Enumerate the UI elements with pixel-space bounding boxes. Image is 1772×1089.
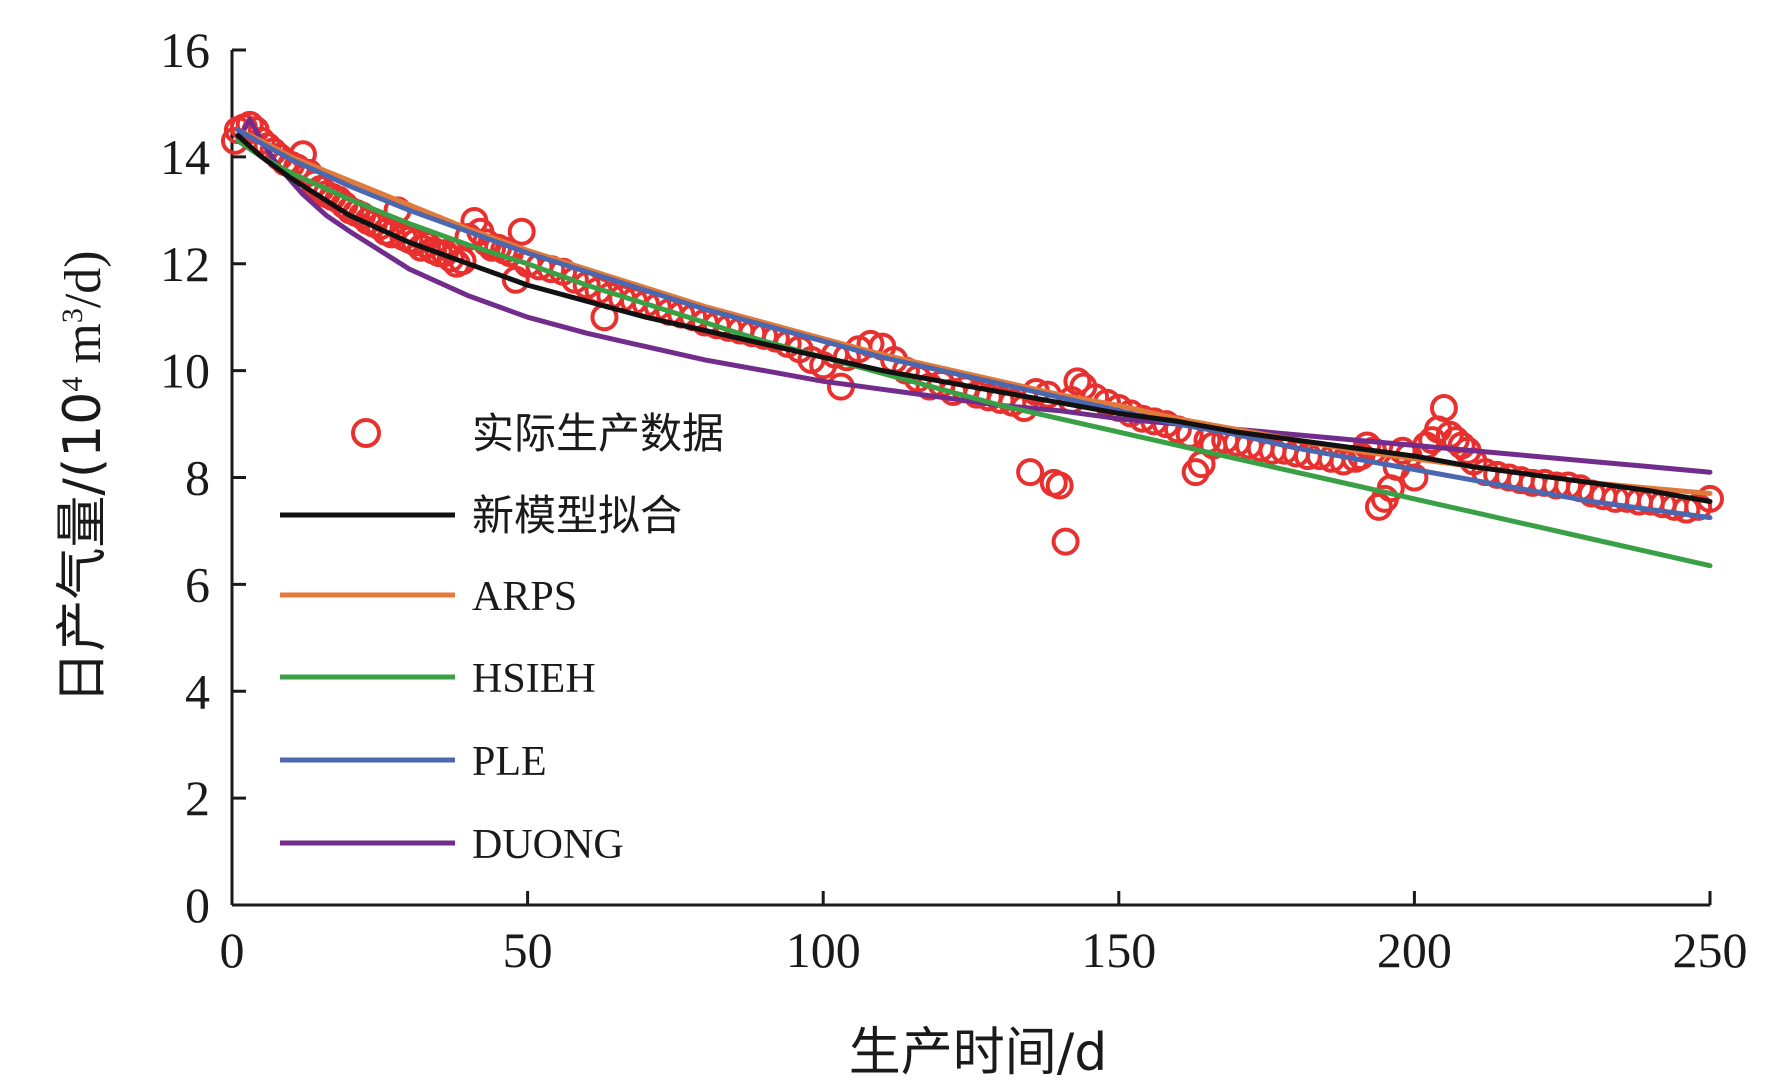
series-line	[235, 127, 1713, 496]
y-ticks: 0 2 4 6 8 10 12 14 16	[160, 22, 246, 933]
series-line	[235, 117, 1713, 475]
y-tick-label: 14	[160, 129, 210, 185]
x-tick-label: 200	[1377, 922, 1452, 978]
y-tick-label: 6	[185, 556, 210, 612]
x-tick-label: 0	[220, 922, 245, 978]
data-point	[1400, 463, 1429, 492]
x-axis-title: 生产时间/d	[849, 1023, 1108, 1083]
y-axis-title-mid: m	[55, 323, 112, 376]
data-point	[1429, 394, 1458, 423]
legend-label: PLE	[472, 739, 547, 785]
series-line	[235, 133, 1713, 504]
y-tick-label: 16	[160, 22, 210, 78]
legend-label: DUONG	[472, 822, 624, 868]
x-tick-label: 150	[1081, 922, 1156, 978]
legend-label: 新模型拟合	[472, 491, 682, 540]
y-tick-label: 4	[185, 663, 210, 719]
legend-marker	[351, 418, 381, 448]
series-line	[235, 138, 1713, 569]
y-tick-label: 10	[160, 343, 210, 399]
x-tick-label: 250	[1673, 922, 1748, 978]
x-tick-label: 50	[503, 922, 553, 978]
data-point	[1063, 367, 1092, 396]
y-axis-title-prefix: 日产气量/(10	[53, 392, 113, 704]
legend-label: 实际生产数据	[472, 409, 724, 458]
data-point	[507, 217, 536, 246]
y-axis-title: 日产气量/(104 m3/d)	[53, 250, 113, 703]
x-tick-label: 100	[786, 922, 861, 978]
x-ticks: 0 50 100 150 200 250	[220, 891, 1748, 978]
scatter-points	[220, 110, 1724, 556]
y-axis-title-sup2: 3	[56, 308, 89, 323]
data-point	[1353, 431, 1382, 460]
data-point	[1045, 471, 1074, 500]
data-point	[1051, 527, 1080, 556]
series-line	[235, 127, 1713, 521]
axes: 0 2 4 6 8 10 12 14 16 0 50 100 150 200 250	[160, 22, 1748, 978]
y-tick-label: 0	[185, 877, 210, 933]
data-point	[436, 244, 465, 273]
y-axis-title-suffix: /d)	[55, 250, 112, 308]
legend-label: HSIEH	[472, 656, 596, 702]
y-tick-label: 2	[185, 770, 210, 826]
fit-curves	[235, 117, 1713, 569]
y-tick-label: 8	[185, 450, 210, 506]
y-axis-title-sup1: 4	[56, 377, 89, 392]
data-point	[1181, 458, 1210, 487]
y-tick-label: 12	[160, 236, 210, 292]
data-point	[1016, 458, 1045, 487]
legend-label: ARPS	[472, 574, 577, 620]
